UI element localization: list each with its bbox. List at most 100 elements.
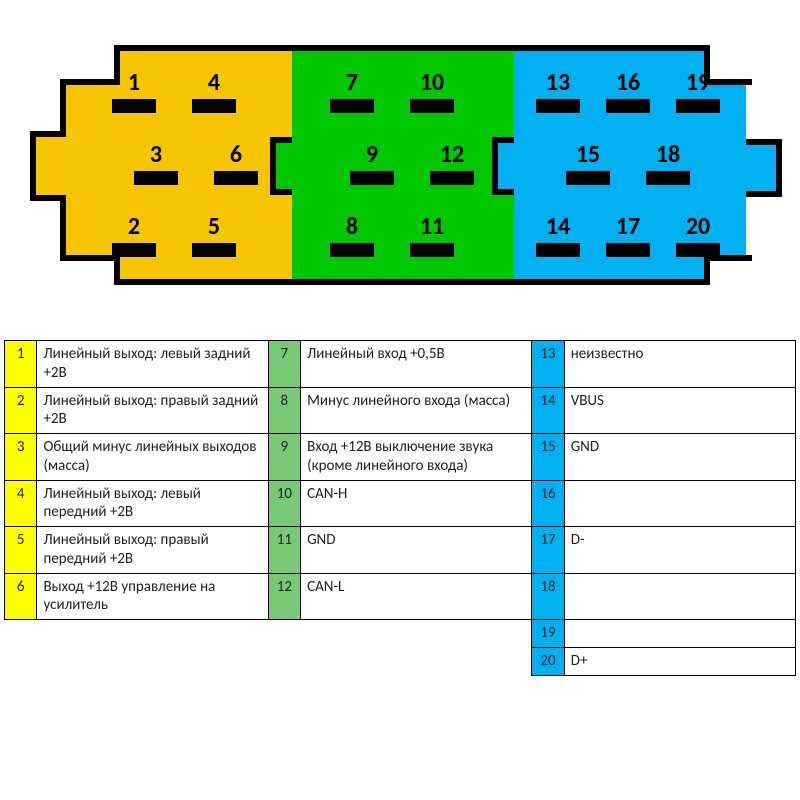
pin-slot-icon bbox=[134, 171, 178, 185]
pin-10: 10 bbox=[402, 71, 462, 113]
pin-15: 15 bbox=[558, 143, 618, 185]
cell-num-yellow: 4 bbox=[5, 480, 37, 527]
pin-slot-icon bbox=[350, 171, 394, 185]
pin-slot-icon bbox=[536, 243, 580, 257]
pin-slot-icon bbox=[676, 99, 720, 113]
cell-num-yellow: 2 bbox=[5, 387, 37, 434]
table-row: 19 bbox=[5, 620, 796, 648]
table-row: 20D+ bbox=[5, 647, 796, 675]
pin-number: 8 bbox=[322, 215, 382, 239]
pin-9: 9 bbox=[342, 143, 402, 185]
cell-desc-green: Линейный вход +0,5В bbox=[301, 341, 532, 388]
pin-number: 7 bbox=[322, 71, 382, 95]
cell-num-green: 11 bbox=[268, 527, 300, 574]
pin-14: 14 bbox=[528, 215, 588, 257]
pin-slot-icon bbox=[606, 243, 650, 257]
cell-desc-yellow: Линейный выход: левый задний +2В bbox=[37, 341, 268, 388]
pin-12: 12 bbox=[422, 143, 482, 185]
pin-slot-icon bbox=[536, 99, 580, 113]
pin-20: 20 bbox=[668, 215, 728, 257]
cell-num-green: 7 bbox=[268, 341, 300, 388]
cell-desc-blue bbox=[564, 573, 795, 620]
pin-4: 4 bbox=[184, 71, 244, 113]
cell-num-yellow: 3 bbox=[5, 434, 37, 481]
cell-num-green: 9 bbox=[268, 434, 300, 481]
pin-number: 17 bbox=[598, 215, 658, 239]
pin-slot-icon bbox=[410, 99, 454, 113]
cell-desc-blue: D+ bbox=[564, 647, 795, 675]
pin-slot-icon bbox=[192, 99, 236, 113]
pin-13: 13 bbox=[528, 71, 588, 113]
pin-slot-icon bbox=[646, 171, 690, 185]
connector-section-yellow: 14 36 25 bbox=[66, 51, 292, 279]
cell-num-blue: 20 bbox=[532, 647, 564, 675]
cell-desc-green: Вход +12В выключение звука (кроме линейн… bbox=[301, 434, 532, 481]
pin-number: 11 bbox=[402, 215, 462, 239]
pinout-table: 1Линейный выход: левый задний +2В7Линейн… bbox=[4, 340, 796, 676]
cell-num-yellow: 6 bbox=[5, 573, 37, 620]
pin-number: 10 bbox=[402, 71, 462, 95]
cell-num-blue: 15 bbox=[532, 434, 564, 481]
page: 143625 710912811 1316191518141720 1Линей… bbox=[0, 0, 800, 800]
cell-num-blue: 18 bbox=[532, 573, 564, 620]
cell-desc-yellow: Общий минус линейных выходов (масса) bbox=[37, 434, 268, 481]
table-row: 4Линейный выход: левый передний +2В10CAN… bbox=[5, 480, 796, 527]
pin-slot-icon bbox=[330, 99, 374, 113]
pin-16: 16 bbox=[598, 71, 658, 113]
pin-number: 12 bbox=[422, 143, 482, 167]
cell-num-yellow: 5 bbox=[5, 527, 37, 574]
pin-number: 3 bbox=[126, 143, 186, 167]
connector-outline: 14 36 25 7 10 9 12 8 11 13 16 19 15 18 14 17 20 bbox=[60, 45, 740, 285]
pin-slot-icon bbox=[112, 243, 156, 257]
pin-slot-icon bbox=[330, 243, 374, 257]
connector-section-blue: 13 16 19 15 18 14 17 20 bbox=[514, 51, 746, 279]
table-row: 5Линейный выход: правый передний +2В11GN… bbox=[5, 527, 796, 574]
cell-desc-blue: GND bbox=[564, 434, 795, 481]
pin-3: 3 bbox=[126, 143, 186, 185]
pin-8: 8 bbox=[322, 215, 382, 257]
cell-desc-green: Минус линейного входа (масса) bbox=[301, 387, 532, 434]
pin-18: 18 bbox=[638, 143, 698, 185]
pin-number: 15 bbox=[558, 143, 618, 167]
table-row: 1Линейный выход: левый задний +2В7Линейн… bbox=[5, 341, 796, 388]
table-row: 3Общий минус линейных выходов (масса)9Вх… bbox=[5, 434, 796, 481]
cell-num-blue: 14 bbox=[532, 387, 564, 434]
pin-slot-icon bbox=[676, 243, 720, 257]
pin-number: 14 bbox=[528, 215, 588, 239]
pin-7: 7 bbox=[322, 71, 382, 113]
cell-desc-green: GND bbox=[301, 527, 532, 574]
cell-desc-yellow: Выход +12В управление на усилитель bbox=[37, 573, 268, 620]
pin-19: 19 bbox=[668, 71, 728, 113]
connector-diagram: 14 36 25 7 10 9 12 8 11 13 16 19 15 18 14 17 20 bbox=[60, 45, 740, 285]
pin-number: 5 bbox=[184, 215, 244, 239]
cell-desc-blue bbox=[564, 480, 795, 527]
table-row: 6Выход +12В управление на усилитель12CAN… bbox=[5, 573, 796, 620]
pin-slot-icon bbox=[214, 171, 258, 185]
pin-number: 13 bbox=[528, 71, 588, 95]
pin-17: 17 bbox=[598, 215, 658, 257]
pin-number: 20 bbox=[668, 215, 728, 239]
cell-num-green: 10 bbox=[268, 480, 300, 527]
pin-5: 5 bbox=[184, 215, 244, 257]
pin-slot-icon bbox=[112, 99, 156, 113]
pin-number: 19 bbox=[668, 71, 728, 95]
cell-num-green: 8 bbox=[268, 387, 300, 434]
pin-1: 1 bbox=[104, 71, 164, 113]
cell-num-blue: 13 bbox=[532, 341, 564, 388]
pin-number: 6 bbox=[206, 143, 266, 167]
cell-desc-green: CAN-L bbox=[301, 573, 532, 620]
pin-number: 9 bbox=[342, 143, 402, 167]
pin-number: 1 bbox=[104, 71, 164, 95]
cell-desc-green: CAN-H bbox=[301, 480, 532, 527]
pin-slot-icon bbox=[430, 171, 474, 185]
cell-num-green: 12 bbox=[268, 573, 300, 620]
cell-desc-yellow: Линейный выход: левый передний +2В bbox=[37, 480, 268, 527]
pin-number: 2 bbox=[104, 215, 164, 239]
pin-slot-icon bbox=[192, 243, 236, 257]
cell-desc-yellow: Линейный выход: правый передний +2В bbox=[37, 527, 268, 574]
cell-desc-blue: VBUS bbox=[564, 387, 795, 434]
table-row: 2Линейный выход: правый задний +2В8Минус… bbox=[5, 387, 796, 434]
pin-11: 11 bbox=[402, 215, 462, 257]
pinout-tbody: 1Линейный выход: левый задний +2В7Линейн… bbox=[5, 341, 796, 676]
pin-slot-icon bbox=[410, 243, 454, 257]
